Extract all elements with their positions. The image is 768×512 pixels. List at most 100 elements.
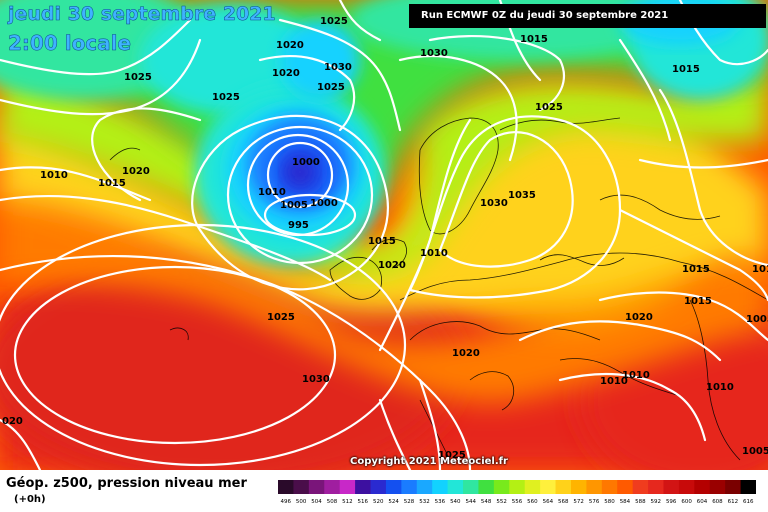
isobars (0, 0, 768, 470)
legend-tick-label: 592 (651, 499, 662, 505)
legend-tick-label: 504 (311, 499, 322, 505)
legend-swatch (509, 480, 526, 494)
pressure-label: 1010 (40, 170, 68, 181)
weather-map: 1025 1020 1030 1025 1020 1025 1030 1015 1015 1025… (0, 0, 768, 470)
legend-swatch (493, 480, 510, 494)
legend-tick-label: 560 (527, 499, 538, 505)
legend-swatch (293, 480, 310, 494)
legend-swatch (709, 480, 726, 494)
pressure-label: 995 (288, 220, 309, 231)
forecast-hour: (+0h) (14, 494, 46, 505)
pressure-label: 1025 (124, 72, 152, 83)
pressure-label: 1010 (622, 370, 650, 381)
pressure-label: 1025 (320, 16, 348, 27)
coastlines (109, 117, 768, 461)
pressure-label: 1025 (438, 450, 466, 461)
pressure-label: 1020 (122, 166, 150, 177)
pressure-label: 1025 (317, 82, 345, 93)
pressure-label: 1025 (212, 92, 240, 103)
pressure-label: 1015 (520, 34, 548, 45)
legend-tick-label: 540 (450, 499, 461, 505)
legend-swatch (648, 480, 664, 494)
pressure-label: 1020 (378, 260, 406, 271)
pressure-label: 1030 (420, 48, 448, 59)
legend-tick-label: 572 (573, 499, 584, 505)
legend-tick-label: 576 (589, 499, 600, 505)
pressure-label: 1005 (746, 314, 768, 325)
run-info-box: Run ECMWF 0Z du jeudi 30 septembre 2021 (409, 4, 766, 28)
legend-swatch (432, 480, 449, 494)
pressure-label: 1010 (258, 187, 286, 198)
legend-swatch (570, 480, 587, 494)
run-info-text: Run ECMWF 0Z du jeudi 30 septembre 2021 (421, 10, 669, 21)
legend-tick-label: 536 (435, 499, 446, 505)
legend-tick-label: 548 (481, 499, 492, 505)
legend-tick-label: 596 (666, 499, 677, 505)
legend-tick-label: 580 (604, 499, 615, 505)
legend-tick-label: 604 (697, 499, 708, 505)
legend-tick-label: 568 (558, 499, 569, 505)
pressure-label: 1030 (480, 198, 508, 209)
pressure-label: 1020 (276, 40, 304, 51)
pressure-label: 020 (2, 416, 23, 427)
legend-swatch (725, 480, 742, 494)
legend-tick-label: 612 (728, 499, 739, 505)
legend-swatch (632, 480, 649, 494)
legend-swatch (308, 480, 325, 494)
legend-swatch (478, 480, 495, 494)
legend-swatch (385, 480, 402, 494)
legend-tick-label: 600 (681, 499, 692, 505)
pressure-label: 1015 (682, 264, 710, 275)
legend-swatch (601, 480, 618, 494)
legend-swatch (355, 480, 372, 494)
legend-tick-label: 500 (296, 499, 307, 505)
legend-swatch (740, 480, 756, 494)
legend-tick-label: 552 (496, 499, 507, 505)
legend-swatch (663, 480, 680, 494)
legend-tick-label: 512 (342, 499, 353, 505)
pressure-label: 1025 (535, 102, 563, 113)
legend-swatch (447, 480, 464, 494)
legend-tick-label: 584 (620, 499, 631, 505)
pressure-label: 1005 (280, 200, 308, 211)
color-legend: 496 500 504 508 512 516 520 524 528 532 536 540 544 5… (278, 480, 756, 505)
pressure-label: 1030 (324, 62, 352, 73)
legend-tick-label: 520 (373, 499, 384, 505)
field-title: Géop. z500, pression niveau mer (6, 476, 247, 491)
pressure-label: 1020 (625, 312, 653, 323)
pressure-label: 1035 (508, 190, 536, 201)
legend-swatch (339, 480, 356, 494)
legend-tick-label: 544 (465, 499, 476, 505)
legend-tick-label: 516 (358, 499, 369, 505)
legend-swatch (324, 480, 341, 494)
pressure-label: 1015 (368, 236, 396, 247)
legend-swatch (555, 480, 572, 494)
legend-swatch (540, 480, 557, 494)
legend-tick-label: 524 (388, 499, 399, 505)
legend-swatch (694, 480, 711, 494)
legend-tick-label: 608 (712, 499, 723, 505)
legend-swatch (416, 480, 433, 494)
legend-swatch (463, 480, 479, 494)
pressure-label: 1010 (706, 382, 734, 393)
pressure-label: 1000 (310, 198, 338, 209)
pressure-label: 1020 (272, 68, 300, 79)
legend-swatch (586, 480, 603, 494)
pressure-label: 1015 (684, 296, 712, 307)
map-date-title: jeudi 30 septembre 2021 (8, 3, 276, 25)
pressure-label: 1030 (302, 374, 330, 385)
pressure-label: 1025 (267, 312, 295, 323)
map-time-title: 2:00 locale (8, 31, 132, 55)
legend-swatch (401, 480, 418, 494)
pressure-label: 1020 (452, 348, 480, 359)
legend-swatch (278, 480, 294, 494)
pressure-label: 1010 (752, 264, 768, 275)
copyright-text: Copyright 2021 Meteociel.fr (350, 456, 508, 467)
legend-tick-label: 496 (280, 499, 291, 505)
pressure-label: 1010 (600, 376, 628, 387)
legend-swatch (524, 480, 541, 494)
legend-tick-label: 508 (327, 499, 338, 505)
legend-tick-label: 564 (543, 499, 554, 505)
legend-tick-label: 556 (512, 499, 523, 505)
